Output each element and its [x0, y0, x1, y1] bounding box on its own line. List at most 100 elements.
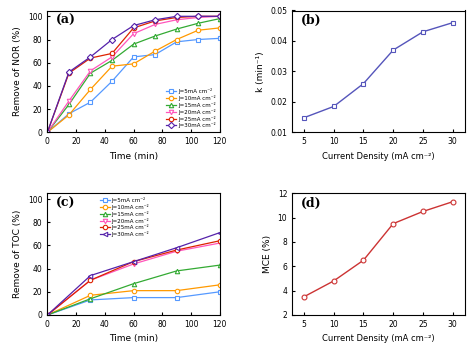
J=25mA cm⁻²	[88, 278, 93, 282]
J=10mA cm⁻²	[174, 288, 180, 293]
J=10mA cm⁻²	[152, 49, 158, 53]
J=25mA cm⁻²	[152, 19, 158, 23]
J=10mA cm⁻²	[88, 293, 93, 298]
J=30mA cm⁻²	[152, 18, 158, 22]
Y-axis label: Remove of NOR (%): Remove of NOR (%)	[13, 27, 22, 116]
J=30mA cm⁻²	[174, 14, 180, 19]
J=20mA cm⁻²	[88, 278, 93, 282]
J=25mA cm⁻²	[45, 313, 50, 317]
J=30mA cm⁻²	[45, 130, 50, 134]
J=30mA cm⁻²	[217, 231, 223, 235]
J=15mA cm⁻²	[217, 16, 223, 21]
J=20mA cm⁻²	[131, 262, 137, 266]
J=20mA cm⁻²	[152, 22, 158, 27]
J=15mA cm⁻²	[174, 269, 180, 273]
J=5mA cm⁻²	[88, 298, 93, 302]
J=15mA cm⁻²	[131, 282, 137, 286]
J=20mA cm⁻²	[45, 313, 50, 317]
J=5mA cm⁻²	[131, 55, 137, 59]
Line: J=20mA cm⁻²: J=20mA cm⁻²	[45, 14, 222, 134]
J=25mA cm⁻²	[217, 239, 223, 243]
J=30mA cm⁻²	[174, 246, 180, 250]
Line: J=10mA cm⁻²: J=10mA cm⁻²	[45, 282, 222, 317]
J=10mA cm⁻²	[109, 64, 115, 68]
J=10mA cm⁻²	[131, 288, 137, 293]
J=20mA cm⁻²	[131, 32, 137, 36]
J=25mA cm⁻²	[109, 51, 115, 56]
J=15mA cm⁻²	[66, 102, 72, 106]
J=10mA cm⁻²	[45, 313, 50, 317]
X-axis label: Time (min): Time (min)	[109, 152, 158, 161]
J=20mA cm⁻²	[45, 130, 50, 134]
J=15mA cm⁻²	[88, 71, 93, 75]
J=30mA cm⁻²	[195, 14, 201, 19]
Line: J=20mA cm⁻²: J=20mA cm⁻²	[45, 241, 222, 317]
Legend: J=5mA cm⁻², J=10mA cm⁻², J=15mA cm⁻², J=20mA cm⁻², J=25mA cm⁻², J=30mA cm⁻²: J=5mA cm⁻², J=10mA cm⁻², J=15mA cm⁻², J=…	[165, 87, 217, 130]
J=30mA cm⁻²	[131, 260, 137, 264]
J=20mA cm⁻²	[217, 14, 223, 19]
Text: (d): (d)	[301, 197, 321, 210]
Text: (b): (b)	[301, 14, 321, 27]
J=15mA cm⁻²	[174, 27, 180, 31]
J=15mA cm⁻²	[88, 297, 93, 301]
J=20mA cm⁻²	[174, 18, 180, 22]
X-axis label: Time (min): Time (min)	[109, 334, 158, 343]
J=10mA cm⁻²	[195, 28, 201, 32]
J=5mA cm⁻²	[174, 295, 180, 300]
Y-axis label: MCE (%): MCE (%)	[263, 235, 272, 273]
J=25mA cm⁻²	[174, 15, 180, 20]
J=5mA cm⁻²	[45, 130, 50, 134]
Text: (a): (a)	[56, 14, 76, 27]
Line: J=30mA cm⁻²: J=30mA cm⁻²	[45, 14, 222, 134]
J=5mA cm⁻²	[217, 36, 223, 41]
J=30mA cm⁻²	[88, 273, 93, 278]
J=5mA cm⁻²	[174, 40, 180, 44]
Line: J=30mA cm⁻²: J=30mA cm⁻²	[45, 230, 222, 317]
J=20mA cm⁻²	[66, 99, 72, 103]
Y-axis label: k (min⁻¹): k (min⁻¹)	[256, 51, 265, 92]
J=25mA cm⁻²	[88, 56, 93, 60]
X-axis label: Current Density (mA cm⁻²): Current Density (mA cm⁻²)	[322, 152, 435, 161]
J=15mA cm⁻²	[195, 21, 201, 25]
J=25mA cm⁻²	[174, 248, 180, 252]
J=15mA cm⁻²	[45, 313, 50, 317]
Line: J=10mA cm⁻²: J=10mA cm⁻²	[45, 26, 222, 134]
J=10mA cm⁻²	[131, 62, 137, 66]
J=25mA cm⁻²	[217, 14, 223, 19]
J=10mA cm⁻²	[66, 113, 72, 117]
J=30mA cm⁻²	[66, 70, 72, 74]
J=15mA cm⁻²	[217, 263, 223, 267]
J=5mA cm⁻²	[131, 295, 137, 300]
J=15mA cm⁻²	[45, 130, 50, 134]
Legend: J=5mA cm⁻², J=10mA cm⁻², J=15mA cm⁻², J=20mA cm⁻², J=25mA cm⁻², J=30mA cm⁻²: J=5mA cm⁻², J=10mA cm⁻², J=15mA cm⁻², J=…	[99, 196, 150, 238]
J=30mA cm⁻²	[217, 14, 223, 19]
J=20mA cm⁻²	[88, 69, 93, 73]
J=5mA cm⁻²	[45, 313, 50, 317]
J=10mA cm⁻²	[174, 37, 180, 42]
Line: J=5mA cm⁻²: J=5mA cm⁻²	[45, 289, 222, 317]
J=25mA cm⁻²	[131, 26, 137, 30]
J=30mA cm⁻²	[45, 313, 50, 317]
Text: (c): (c)	[56, 197, 75, 210]
J=5mA cm⁻²	[195, 37, 201, 42]
J=30mA cm⁻²	[131, 23, 137, 28]
J=10mA cm⁻²	[217, 283, 223, 287]
J=25mA cm⁻²	[195, 14, 201, 19]
J=5mA cm⁻²	[217, 290, 223, 294]
J=15mA cm⁻²	[131, 42, 137, 46]
J=20mA cm⁻²	[217, 241, 223, 245]
J=10mA cm⁻²	[45, 130, 50, 134]
Line: J=15mA cm⁻²: J=15mA cm⁻²	[45, 16, 222, 134]
J=5mA cm⁻²	[109, 79, 115, 83]
J=5mA cm⁻²	[66, 112, 72, 116]
X-axis label: Current Density (mA cm⁻²): Current Density (mA cm⁻²)	[322, 334, 435, 343]
J=25mA cm⁻²	[45, 130, 50, 134]
J=10mA cm⁻²	[217, 26, 223, 30]
J=5mA cm⁻²	[152, 52, 158, 57]
J=25mA cm⁻²	[66, 71, 72, 75]
J=15mA cm⁻²	[109, 58, 115, 63]
Line: J=25mA cm⁻²: J=25mA cm⁻²	[45, 239, 222, 317]
J=5mA cm⁻²	[88, 100, 93, 104]
Line: J=25mA cm⁻²: J=25mA cm⁻²	[45, 14, 222, 134]
J=30mA cm⁻²	[109, 37, 115, 42]
